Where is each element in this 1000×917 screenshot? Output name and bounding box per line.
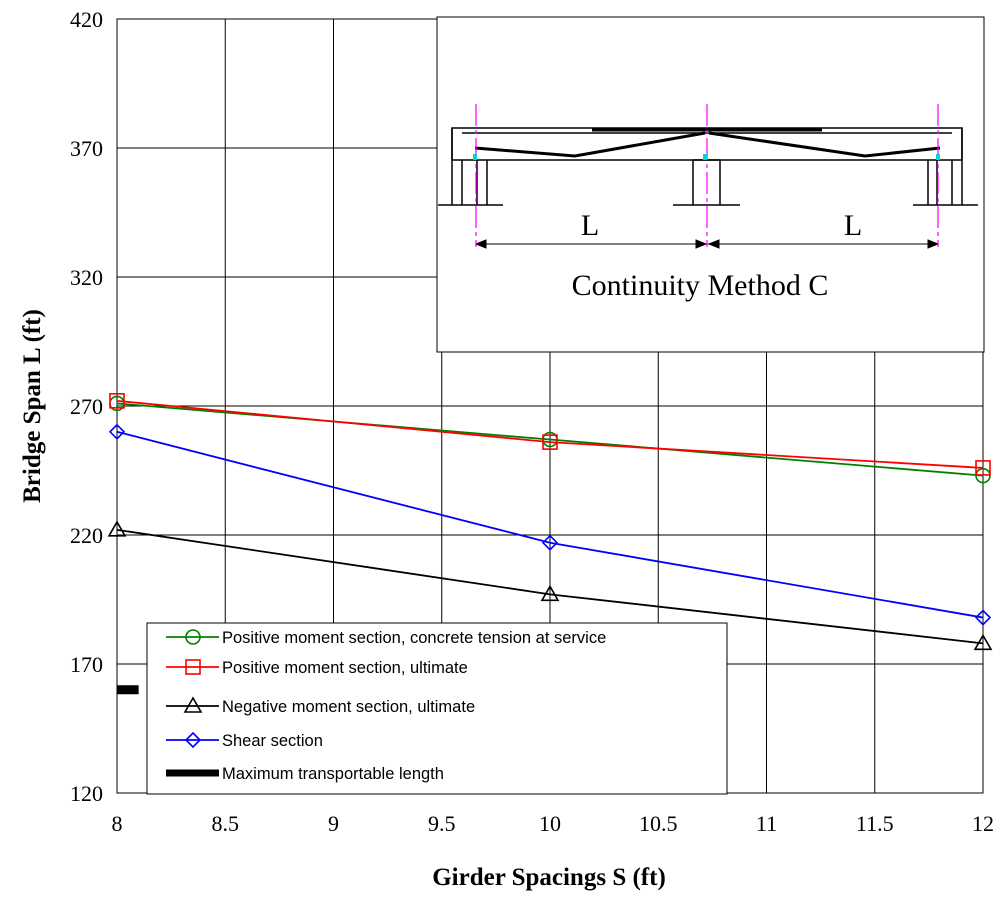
x-tick-label: 11 xyxy=(756,811,777,836)
girder-profile-right xyxy=(708,131,941,158)
legend-label: Positive moment section, concrete tensio… xyxy=(222,629,606,647)
support-marker-left xyxy=(473,154,477,160)
data-point xyxy=(974,609,992,626)
legend-item: Maximum transportable length xyxy=(166,765,444,783)
x-tick-label: 11.5 xyxy=(856,811,894,836)
x-tick-label: 8 xyxy=(112,811,123,836)
legend-items: Positive moment section, concrete tensio… xyxy=(166,629,606,783)
x-tick-label: 10.5 xyxy=(639,811,678,836)
data-point xyxy=(973,633,993,651)
support-marker-right xyxy=(936,154,940,160)
legend-label: Shear section xyxy=(222,732,323,750)
middle-pier xyxy=(673,159,740,206)
series-3 xyxy=(107,520,993,651)
data-point xyxy=(107,520,127,537)
y-axis-title: Bridge Span L (ft) xyxy=(19,309,46,503)
legend-frame xyxy=(146,622,728,795)
x-axis-title: Girder Spacings S (ft) xyxy=(432,864,666,891)
inset-caption: Continuity Method C xyxy=(572,269,829,302)
legend-marker xyxy=(185,659,201,675)
y-tick-label: 370 xyxy=(70,136,103,161)
legend: Positive moment section, concrete tensio… xyxy=(146,622,728,795)
legend-marker xyxy=(183,696,203,713)
y-tick-label: 170 xyxy=(70,652,103,677)
legend-item: Positive moment section, ultimate xyxy=(166,659,468,677)
inset-diagram: L L Continuity Method C xyxy=(436,16,985,353)
girder-profile-left xyxy=(474,131,706,158)
y-tick-label: 270 xyxy=(70,394,103,419)
legend-label: Maximum transportable length xyxy=(222,765,444,783)
y-tick-label: 120 xyxy=(70,781,103,806)
x-tick-label: 12 xyxy=(972,811,994,836)
inset-frame xyxy=(436,16,985,353)
data-point xyxy=(542,434,558,450)
support-markers xyxy=(473,154,940,160)
span-label-left: L xyxy=(581,209,599,242)
series-2 xyxy=(109,393,991,476)
support-marker-middle xyxy=(703,154,707,160)
x-tick-label: 9.5 xyxy=(428,811,456,836)
span-label-right: L xyxy=(844,209,862,242)
data-point xyxy=(541,534,559,551)
left-abutment xyxy=(438,128,503,206)
y-tick-label: 320 xyxy=(70,265,103,290)
tick-labels: 8 8.5 9 9.5 10 10.5 11 11.5 12 120 170 220 270 320 370… xyxy=(70,7,994,836)
data-point xyxy=(108,423,126,440)
data-point xyxy=(975,460,991,476)
series-layer xyxy=(107,393,993,695)
right-abutment xyxy=(913,128,978,206)
series-line xyxy=(116,399,984,469)
legend-marker xyxy=(185,629,201,645)
legend-item: Negative moment section, ultimate xyxy=(166,696,475,716)
data-point xyxy=(540,584,560,602)
legend-item: Shear section xyxy=(166,731,323,750)
y-tick-label: 220 xyxy=(70,523,103,548)
series-line xyxy=(116,430,984,619)
x-tick-label: 9 xyxy=(328,811,339,836)
legend-label: Positive moment section, ultimate xyxy=(222,659,468,677)
y-tick-label: 420 xyxy=(70,7,103,32)
series-4 xyxy=(108,423,992,626)
support-centerlines xyxy=(475,104,939,247)
legend-label: Negative moment section, ultimate xyxy=(222,698,475,716)
dimension-arrows xyxy=(474,239,940,249)
legend-marker xyxy=(184,731,202,749)
series-line xyxy=(116,528,984,645)
legend-item: Positive moment section, concrete tensio… xyxy=(166,629,606,647)
data-point xyxy=(109,393,125,409)
x-tick-label: 10 xyxy=(539,811,561,836)
x-tick-label: 8.5 xyxy=(212,811,240,836)
